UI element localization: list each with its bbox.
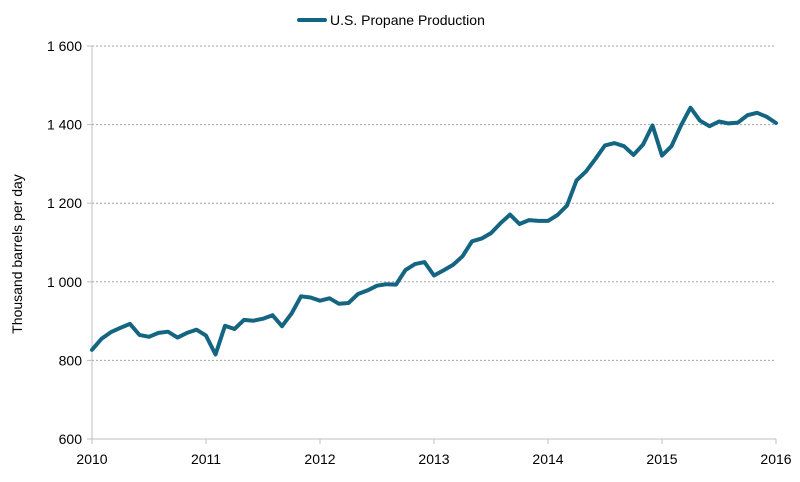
x-tick-labels: 2010 2011 2012 2013 2014 2015 2016 (76, 451, 791, 467)
x-tick-label: 2012 (304, 451, 335, 467)
series-line (90, 105, 778, 357)
x-tick-label: 2015 (646, 451, 677, 467)
y-tick-label: 1 000 (47, 274, 82, 290)
x-tick-label: 2011 (191, 451, 221, 467)
legend: U.S. Propane Production (297, 12, 485, 28)
x-tick-label: 2014 (532, 451, 563, 467)
axes (87, 45, 777, 444)
y-tick-label: 1 200 (47, 195, 82, 211)
series-lines (90, 105, 778, 357)
y-tick-label: 600 (59, 431, 83, 447)
legend-label: U.S. Propane Production (330, 12, 485, 28)
y-tick-label: 800 (59, 352, 83, 368)
gridlines (92, 45, 776, 361)
y-tick-labels: 600 800 1 000 1 200 1 400 1 600 (47, 38, 82, 447)
x-tick-label: 2016 (760, 451, 791, 467)
y-axis-title: Thousand barrels per day (9, 174, 25, 334)
y-tick-label: 1 600 (47, 38, 82, 54)
x-tick-label: 2010 (76, 451, 107, 467)
y-tick-label: 1 400 (47, 117, 82, 133)
x-tick-label: 2013 (418, 451, 449, 467)
